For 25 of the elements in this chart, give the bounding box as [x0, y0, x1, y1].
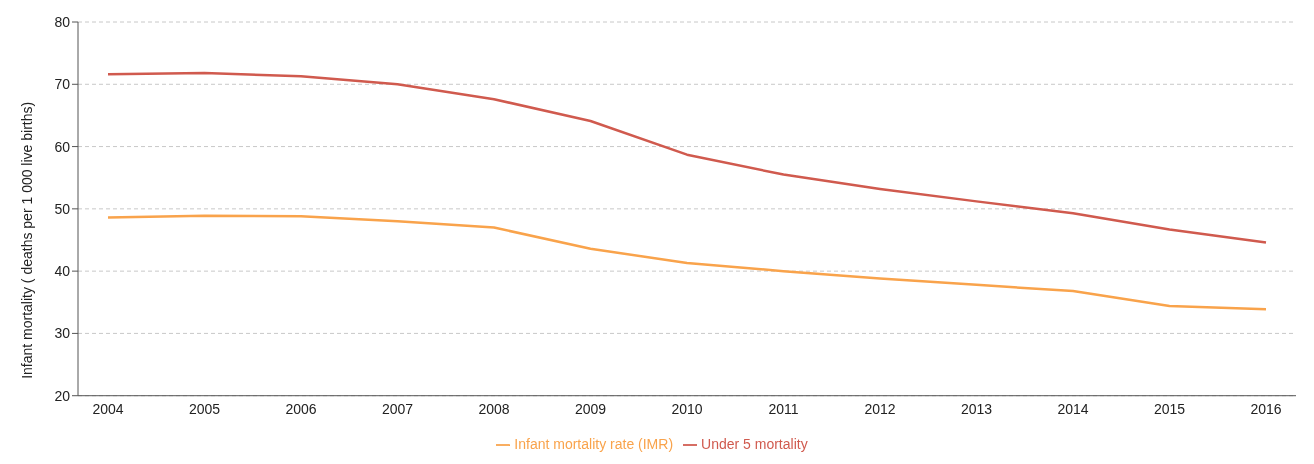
- x-tick-label: 2015: [1153, 400, 1186, 417]
- y-tick-label: 80: [54, 13, 71, 30]
- x-tick-label: 2016: [1250, 400, 1282, 417]
- y-tick-label: 20: [54, 387, 71, 404]
- line-series: [106, 71, 1268, 244]
- x-tick-label: 2012: [864, 400, 896, 417]
- line-series: [106, 214, 1268, 311]
- y-tick-label: 50: [54, 200, 71, 217]
- x-tick-label: 2009: [574, 400, 607, 417]
- x-tick-label: 2014: [1057, 400, 1089, 417]
- y-tick-label: 40: [54, 263, 71, 280]
- x-tick-label: 2008: [478, 400, 510, 417]
- y-axis-title: Infant mortality ( deaths per 1 000 live births): [18, 101, 35, 379]
- y-tick-label: 70: [54, 76, 71, 93]
- x-tick-label: 2013: [960, 400, 993, 417]
- x-tick-label: 2007: [381, 400, 414, 417]
- x-tick-label: 2004: [92, 400, 124, 417]
- x-tick-label: 2006: [285, 400, 317, 417]
- y-tick-label: 30: [54, 325, 71, 342]
- y-tick-label: 60: [54, 138, 71, 155]
- legend-label: Infant mortality rate (IMR): [514, 435, 674, 452]
- x-tick-label: 2005: [188, 400, 221, 417]
- x-tick-label: 2011: [768, 400, 799, 417]
- legend-label: Under 5 mortality: [701, 435, 808, 452]
- x-tick-label: 2010: [671, 400, 703, 417]
